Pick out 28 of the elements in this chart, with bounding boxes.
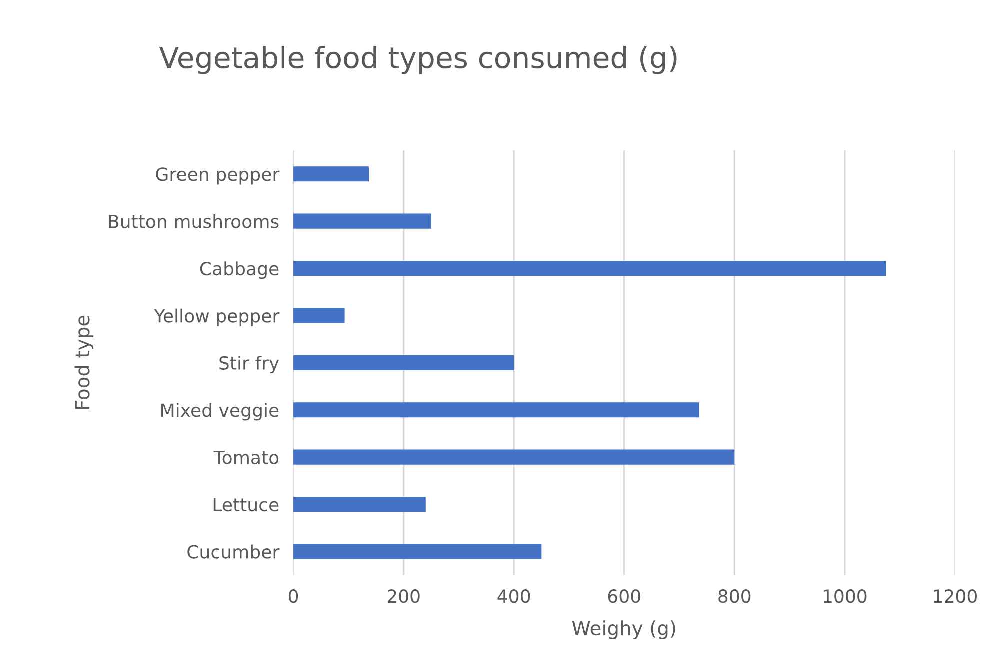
x-tick-label: 1200	[934, 590, 977, 604]
bar	[294, 214, 432, 229]
y-tick-label: Button mushrooms	[109, 214, 279, 228]
x-tick-label: 600	[608, 590, 640, 604]
bar	[294, 450, 735, 465]
y-tick-label: Green pepper	[156, 168, 280, 185]
bar	[294, 544, 542, 560]
bar	[294, 402, 700, 418]
y-tick-label: Yellow pepper	[154, 308, 280, 326]
y-tick-label: Cucumber	[188, 544, 280, 559]
bar	[294, 355, 514, 370]
x-tick-label: 1000	[824, 590, 867, 604]
y-tick-label: Lettuce	[214, 498, 279, 512]
y-tick-label: Mixed veggie	[162, 403, 279, 421]
x-axis-title: Weighy (g)	[572, 620, 676, 640]
chart-title: Vegetable food types consumed (g)	[159, 46, 677, 74]
x-tick-label: 400	[498, 590, 530, 604]
x-tick-label: 800	[718, 590, 751, 604]
y-tick-label: Stir fry	[220, 356, 280, 374]
bar	[294, 496, 426, 512]
y-tick-label: Cabbage	[200, 262, 279, 280]
y-tick-label: Tomato	[214, 451, 279, 464]
y-axis-title: Food type	[74, 316, 94, 410]
bar	[294, 166, 370, 182]
x-tick-label: 0	[288, 590, 298, 604]
x-tick-label: 200	[388, 590, 420, 604]
bar	[294, 308, 345, 324]
bar	[294, 260, 886, 276]
